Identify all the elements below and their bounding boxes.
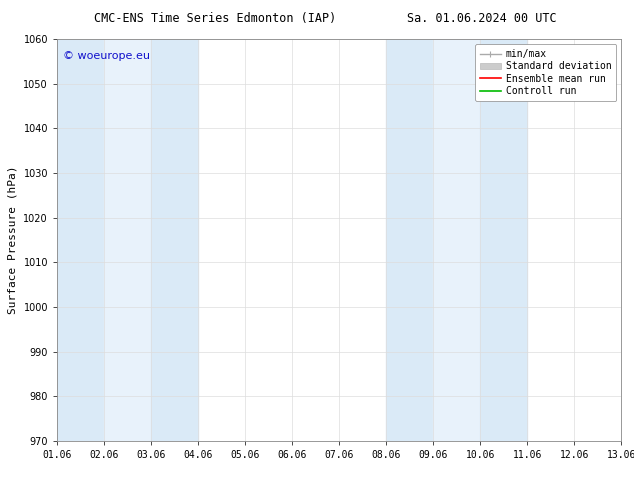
Y-axis label: Surface Pressure (hPa): Surface Pressure (hPa) [8,166,18,315]
Legend: min/max, Standard deviation, Ensemble mean run, Controll run: min/max, Standard deviation, Ensemble me… [475,44,616,101]
Text: Sa. 01.06.2024 00 UTC: Sa. 01.06.2024 00 UTC [407,12,557,25]
Bar [386,39,433,441]
Bar [104,39,151,441]
Text: © woeurope.eu: © woeurope.eu [63,51,150,61]
Bar [57,39,104,441]
Bar [480,39,527,441]
Bar [433,39,480,441]
Bar [151,39,198,441]
Text: CMC-ENS Time Series Edmonton (IAP): CMC-ENS Time Series Edmonton (IAP) [94,12,337,25]
